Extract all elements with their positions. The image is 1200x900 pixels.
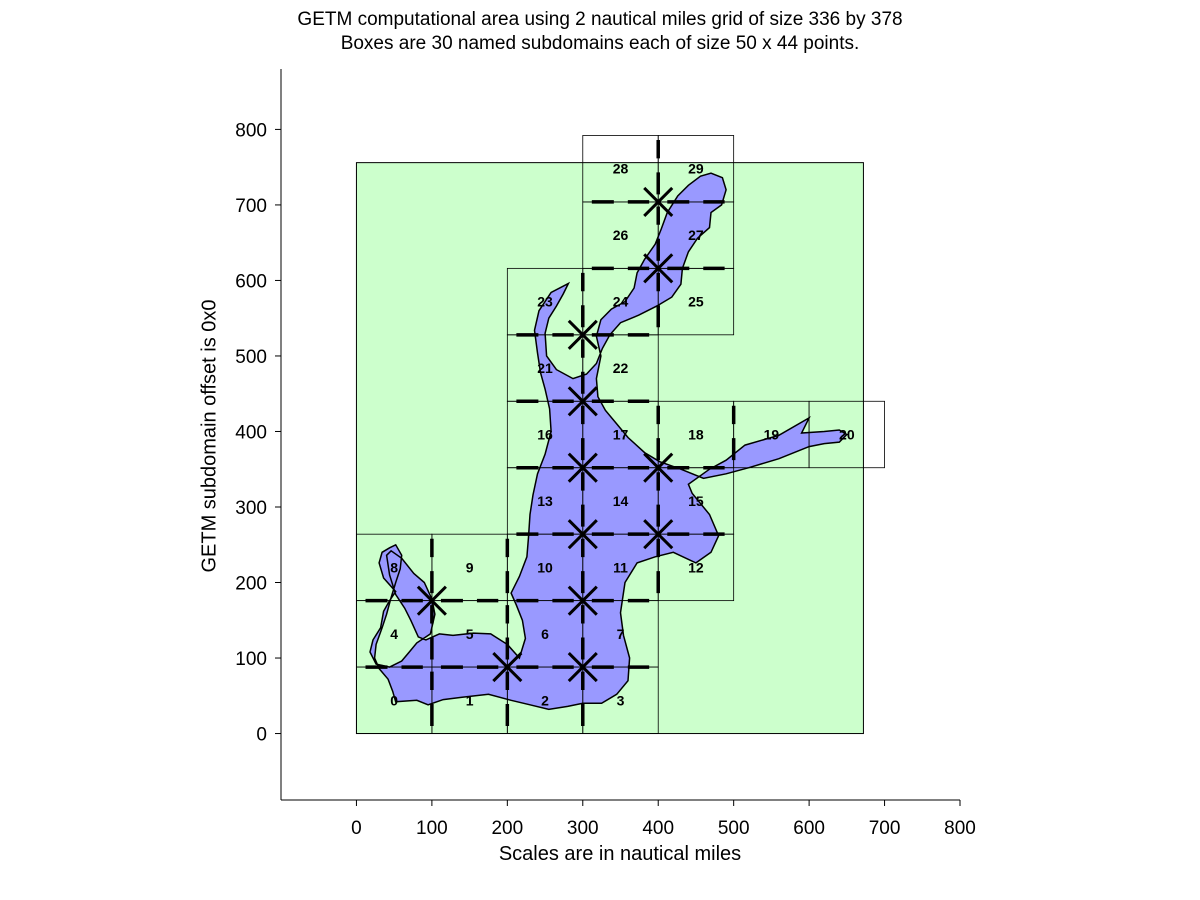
x-tick-label: 700 [869, 818, 901, 839]
y-tick-label: 0 [256, 725, 267, 746]
y-tick-label: 800 [235, 120, 267, 141]
cross-markers-layer [416, 186, 674, 683]
cross-marker-stroke [567, 452, 598, 483]
y-tick-label: 200 [235, 574, 267, 595]
cross-marker [416, 585, 447, 616]
y-tick-label: 400 [235, 422, 267, 443]
subdomain-label: 10 [537, 559, 553, 575]
chart-title: GETM computational area using 2 nautical… [297, 9, 903, 30]
cross-marker-stroke [643, 186, 674, 217]
x-tick-label: 300 [567, 818, 599, 839]
y-tick-label: 100 [235, 649, 267, 670]
cross-marker [567, 452, 598, 483]
axes-layer: 0 100 200 300 400 500 600 700 800010020030040050… [235, 69, 976, 839]
subdomain-label: 6 [541, 626, 549, 642]
subdomain-label: 9 [466, 559, 474, 575]
cross-marker-stroke [567, 519, 598, 550]
cross-marker-stroke [567, 319, 598, 350]
subdomain-label: 13 [537, 493, 553, 509]
subdomain-label: 21 [537, 360, 553, 376]
subdomain-label: 2 [541, 692, 549, 708]
x-tick-label: 0 [351, 818, 362, 839]
cross-marker [643, 253, 674, 284]
y-tick-label: 300 [235, 498, 267, 519]
subdomain-label: 15 [688, 493, 704, 509]
cross-marker-stroke [567, 386, 598, 417]
cross-marker-stroke [643, 452, 674, 483]
cross-marker-stroke [416, 585, 447, 616]
subdomain-label: 27 [688, 227, 704, 243]
subdomain-label: 19 [764, 427, 780, 443]
subdomain-label: 1 [466, 692, 474, 708]
subdomain-label: 12 [688, 559, 704, 575]
boundary-dashes-layer [365, 139, 736, 726]
subdomain-label: 23 [537, 294, 553, 310]
subdomain-label: 28 [613, 161, 629, 177]
subdomain-label: 4 [390, 626, 398, 642]
y-tick-label: 500 [235, 347, 267, 368]
subdomain-label: 11 [613, 559, 628, 575]
x-tick-label: 200 [491, 818, 523, 839]
cross-marker [567, 519, 598, 550]
cross-marker [567, 319, 598, 350]
cross-marker [643, 186, 674, 217]
sea-layer [369, 172, 849, 711]
x-tick-label: 600 [793, 818, 825, 839]
x-tick-label: 800 [944, 818, 976, 839]
subdomain-box-20 [808, 400, 885, 469]
subdomain-box-29 [657, 135, 735, 203]
x-tick-label: 500 [718, 818, 750, 839]
y-tick-label: 700 [235, 196, 267, 217]
subdomain-label: 0 [390, 692, 398, 708]
cross-marker [492, 652, 523, 683]
subdomain-boxes-layer [356, 135, 885, 734]
cross-marker [567, 585, 598, 616]
x-axis-label: Scales are in nautical miles [498, 843, 742, 865]
subdomain-label: 25 [688, 294, 704, 310]
subdomain-label: 20 [839, 427, 855, 443]
y-axis-label: GETM subdomain offset is 0x0 [198, 299, 221, 573]
cross-marker-stroke [492, 652, 523, 683]
cross-marker-stroke [643, 253, 674, 284]
baltic-sea-outline [369, 172, 849, 711]
subdomain-label: 16 [537, 427, 553, 443]
subdomain-label: 22 [613, 360, 629, 376]
cross-marker [567, 386, 598, 417]
subdomain-label: 3 [617, 692, 625, 708]
cross-marker [567, 652, 598, 683]
subdomain-label: 18 [688, 427, 704, 443]
subdomain-label: 5 [466, 626, 474, 642]
cross-marker-stroke [567, 652, 598, 683]
subdomain-label: 8 [390, 559, 398, 575]
subdomain-label: 14 [613, 493, 629, 509]
subdomain-label: 17 [613, 427, 629, 443]
cross-marker-stroke [643, 519, 674, 550]
x-tick-label: 100 [416, 818, 448, 839]
subdomain-label: 24 [613, 294, 629, 310]
subdomain-label: 29 [688, 161, 704, 177]
y-tick-label: 600 [235, 271, 267, 292]
subdomain-label: 7 [617, 626, 625, 642]
chart-subtitle: Boxes are 30 named subdomains each of si… [340, 33, 860, 54]
x-tick-label: 400 [642, 818, 674, 839]
subdomain-label: 26 [613, 227, 629, 243]
cross-marker [643, 452, 674, 483]
cross-marker [643, 519, 674, 550]
cross-marker-stroke [567, 585, 598, 616]
